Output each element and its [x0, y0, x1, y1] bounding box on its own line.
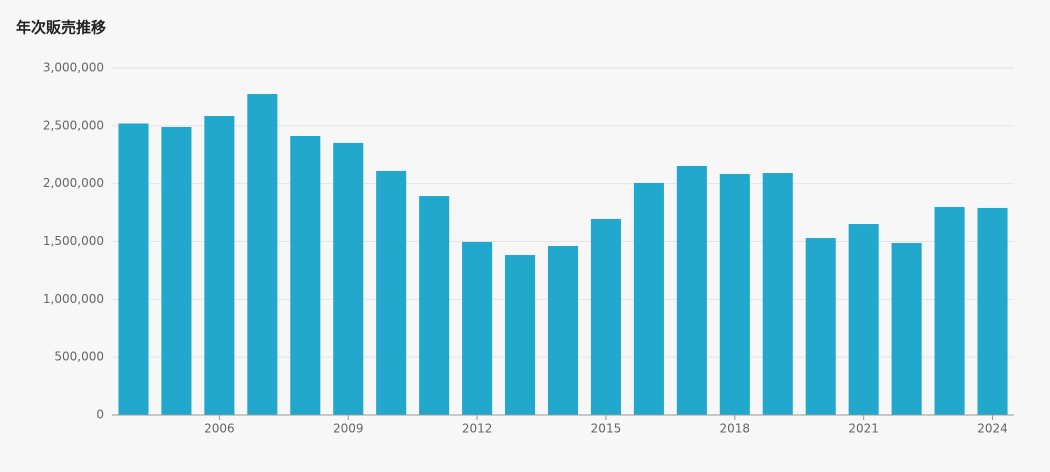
- bar: [376, 170, 407, 415]
- bar: [547, 246, 579, 415]
- bar: [590, 218, 621, 415]
- bar: [333, 142, 364, 415]
- bar: [505, 255, 536, 415]
- y-tick-label: 1,000,000: [43, 292, 104, 306]
- bar: [977, 207, 1008, 415]
- bar: [633, 182, 664, 415]
- bar: [118, 123, 149, 416]
- y-tick-label: 2,000,000: [43, 176, 104, 190]
- bar: [204, 116, 235, 416]
- bar: [676, 165, 707, 415]
- bar: [419, 196, 450, 415]
- bar: [934, 207, 965, 415]
- bar: [247, 94, 278, 416]
- bar: [805, 238, 836, 415]
- x-tick-label: 2009: [333, 422, 364, 436]
- x-tick-label: 2021: [848, 422, 879, 436]
- x-tick-label: 2012: [462, 422, 493, 436]
- bar: [891, 243, 922, 415]
- x-tick-label: 2018: [720, 422, 751, 436]
- y-tick-label: 0: [96, 408, 104, 422]
- y-tick-label: 1,500,000: [43, 234, 104, 248]
- chart-title: 年次販売推移: [16, 19, 106, 37]
- x-tick-label: 2006: [204, 422, 235, 436]
- x-tick-label: 2024: [977, 422, 1008, 436]
- x-tick-label: 2015: [591, 422, 622, 436]
- bar: [719, 173, 750, 415]
- y-tick-label: 3,000,000: [43, 61, 104, 75]
- bar: [290, 136, 321, 415]
- bar: [462, 241, 493, 415]
- y-tick-label: 500,000: [54, 350, 104, 364]
- bar: [161, 126, 192, 416]
- y-tick-label: 2,500,000: [43, 118, 104, 132]
- bar: [848, 224, 879, 415]
- bar: [762, 173, 793, 415]
